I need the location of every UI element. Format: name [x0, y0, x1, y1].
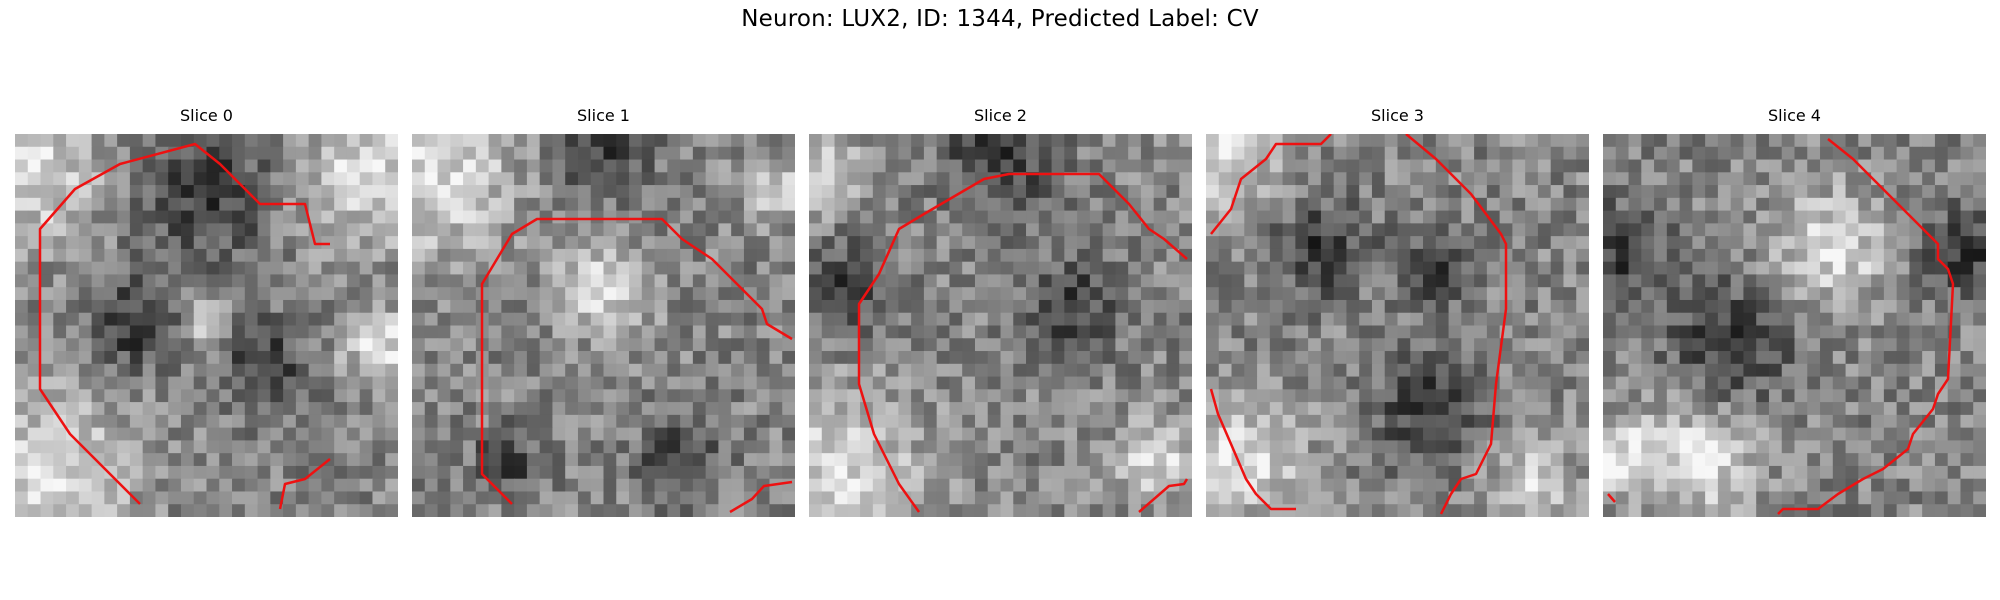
- grayscale-pixel-grid: [809, 134, 1192, 517]
- grayscale-pixel-grid: [1603, 134, 1986, 517]
- segmentation-contour: [1777, 138, 1955, 515]
- slice-title-0: Slice 0: [180, 106, 233, 125]
- slice-title-2: Slice 2: [974, 106, 1027, 125]
- segmentation-contour: [1405, 134, 1508, 515]
- grayscale-pixel-grid: [15, 134, 398, 517]
- segmentation-contour: [857, 172, 1188, 513]
- figure-title: Neuron: LUX2, ID: 1344, Predicted Label:…: [741, 6, 1259, 32]
- slice-image-0: [15, 134, 398, 517]
- segmentation-contour: [278, 458, 331, 510]
- slice-title-4: Slice 4: [1768, 106, 1821, 125]
- grayscale-pixel-grid: [1206, 134, 1589, 517]
- slice-image-4: [1603, 134, 1986, 517]
- slice-image-3: [1206, 134, 1589, 517]
- slice-image-2: [809, 134, 1192, 517]
- segmentation-contour: [1210, 134, 1332, 235]
- slice-title-1: Slice 1: [577, 106, 630, 125]
- segmentation-contour: [38, 142, 330, 505]
- segmentation-contour: [1607, 493, 1616, 503]
- segmentation-contour: [729, 480, 793, 514]
- grayscale-pixel-grid: [412, 134, 795, 517]
- segmentation-contour: [1209, 388, 1296, 511]
- segmentation-contour: [480, 217, 793, 505]
- segmentation-contour: [1138, 478, 1189, 513]
- slice-title-3: Slice 3: [1371, 106, 1424, 125]
- slice-image-1: [412, 134, 795, 517]
